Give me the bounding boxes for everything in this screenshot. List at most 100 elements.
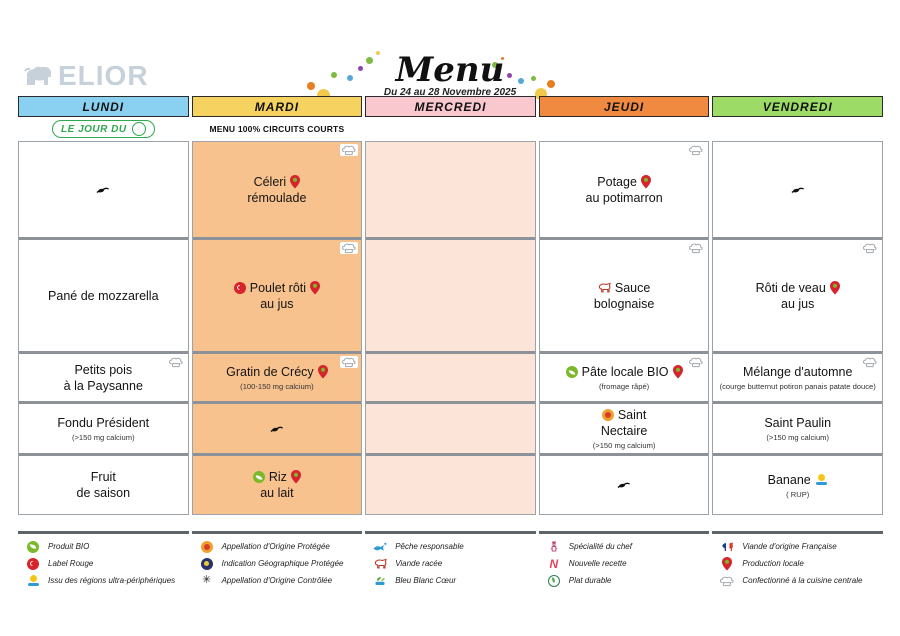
viande-origine-francaise-icon [721, 541, 734, 552]
day-header-lundi: LUNDI [18, 96, 189, 117]
menu-cell: Saint Nectaire (>150 mg calcium) [539, 401, 709, 453]
menu-cell: Sauce bolognaise [539, 237, 709, 351]
menu-cell: Poulet rôti au jus [192, 237, 362, 351]
decorative-dot [507, 73, 512, 78]
chef-hat-icon [340, 144, 359, 156]
decorative-dot [331, 72, 337, 78]
aop-icon [601, 409, 614, 421]
menu-cell: Fondu Président (>150 mg calcium) [19, 401, 188, 453]
menu-cell [192, 401, 362, 453]
plat-durable-icon [547, 574, 560, 587]
page-title: Menu [395, 50, 505, 90]
decorative-dot [501, 57, 504, 60]
day-header-mercredi: MERCREDI [365, 96, 536, 117]
menu-cell-empty [366, 351, 535, 401]
menu-cell: Riz au lait [192, 453, 362, 514]
rup-icon [815, 473, 828, 486]
chef-hat-icon [861, 242, 879, 254]
day-header-vendredi: VENDREDI [712, 96, 883, 117]
legend-group: Spécialité du chef N Nouvelle recette Pla… [538, 531, 710, 589]
day-header-jeudi: JEUDI [538, 96, 710, 117]
peche-responsable-icon [373, 542, 387, 552]
jour-du-logo-icon: ◌ [131, 122, 146, 136]
decorative-dot [376, 51, 380, 55]
circuits-courts-label: MENU 100% CIRCUITS COURTS [209, 124, 345, 134]
legend-group: Produit BIO Label Rouge Issu des régions… [18, 531, 189, 589]
menu-cell: Pâte locale BIO (fromage râpé) [539, 351, 709, 401]
production-locale-icon [722, 556, 733, 571]
production-locale-icon [317, 365, 328, 379]
squiggle-icon [96, 186, 110, 194]
menu-cell-empty [366, 453, 535, 514]
menu-cell: Mélange d'automne (courge butternut poti… [713, 351, 882, 401]
label-rouge-icon [233, 281, 246, 294]
column-lundi: Pané de mozzarella Petits pois à la Pays… [18, 141, 189, 515]
legend-group: Viande d'origine Française Production lo… [712, 531, 883, 589]
column-jeudi: Potage au potimarron Sauce bolognaise Pâ… [538, 141, 710, 515]
elior-logo: ELIOR [24, 60, 149, 92]
chef-hat-icon [340, 242, 359, 254]
legend-group: Pêche responsable Viande racée Bleu Blan… [365, 531, 536, 589]
brand-name: ELIOR [58, 60, 149, 91]
label-rouge-icon [27, 557, 39, 570]
squiggle-icon [269, 425, 284, 433]
aop-icon [200, 540, 213, 553]
viande-racee-icon [374, 558, 387, 569]
menu-cell: Potage au potimarron [539, 142, 709, 237]
column-vendredi: Rôti de veau au jus Mélange d'automne (c… [712, 141, 883, 515]
menu-cell: Banane ( RUP) [713, 453, 882, 514]
bio-icon [27, 540, 39, 553]
decorative-dot [531, 76, 536, 81]
chef-hat-icon [166, 356, 185, 368]
day-header-mardi: MARDI [191, 96, 363, 117]
production-locale-icon [672, 365, 683, 379]
squiggle-icon [790, 186, 805, 194]
bison-icon [24, 65, 54, 87]
decorative-dot [358, 66, 363, 71]
decorative-dot [307, 82, 315, 90]
production-locale-icon [829, 280, 840, 295]
bleu-blanc-coeur-icon [374, 575, 386, 586]
rup-icon [27, 574, 40, 587]
igp-icon [200, 557, 213, 570]
nouvelle-recette-icon: N [549, 556, 559, 571]
decorative-dot [492, 62, 498, 68]
specialite-du-chef-icon [549, 540, 559, 553]
legend: Produit BIO Label Rouge Issu des régions… [18, 531, 883, 589]
menu-cell [19, 142, 188, 237]
chef-hat-icon [340, 356, 359, 368]
decorative-dot [347, 75, 353, 81]
menu-cell-empty [366, 237, 535, 351]
menu-cell: Pané de mozzarella [19, 237, 188, 351]
legend-group: Appellation d'Origine Protégée Indicatio… [191, 531, 363, 589]
viande-racee-icon [598, 282, 611, 293]
bio-icon [252, 471, 265, 483]
decorative-dot [366, 57, 373, 64]
chef-hat-icon [687, 356, 706, 368]
menu-grid: LUNDI MARDI MERCREDI JEUDI VENDREDI LE J… [18, 96, 883, 515]
confectionne-cuisine-centrale-icon [719, 575, 735, 587]
production-locale-icon [310, 280, 321, 295]
menu-cell: Fruit de saison [19, 453, 188, 514]
chef-hat-icon [861, 356, 879, 368]
chef-hat-icon [687, 242, 706, 254]
menu-cell: Gratin de Crécy (100-150 mg calcium) [192, 351, 362, 401]
column-mercredi [365, 141, 536, 515]
menu-cell-empty [366, 142, 535, 237]
menu-cell: Petits pois à la Paysanne [19, 351, 188, 401]
menu-cell: Rôti de veau au jus [713, 237, 882, 351]
date-range: Du 24 au 28 Novembre 2025 [383, 87, 517, 98]
column-mardi: Céleri rémoulade Poulet rôti au jus Grat… [191, 141, 363, 515]
squiggle-icon [617, 481, 631, 489]
chef-hat-icon [687, 144, 706, 156]
menu-cell [713, 142, 882, 237]
production-locale-icon [290, 174, 301, 189]
menu-cell [539, 453, 709, 514]
bio-icon [565, 366, 578, 378]
menu-cell-empty [366, 401, 535, 453]
decorative-dot [518, 78, 524, 84]
decorative-dot [547, 80, 555, 88]
le-jour-du-badge: LE JOUR DU ◌ [52, 120, 155, 138]
menu-cell: Céleri rémoulade [192, 142, 362, 237]
production-locale-icon [290, 470, 301, 484]
